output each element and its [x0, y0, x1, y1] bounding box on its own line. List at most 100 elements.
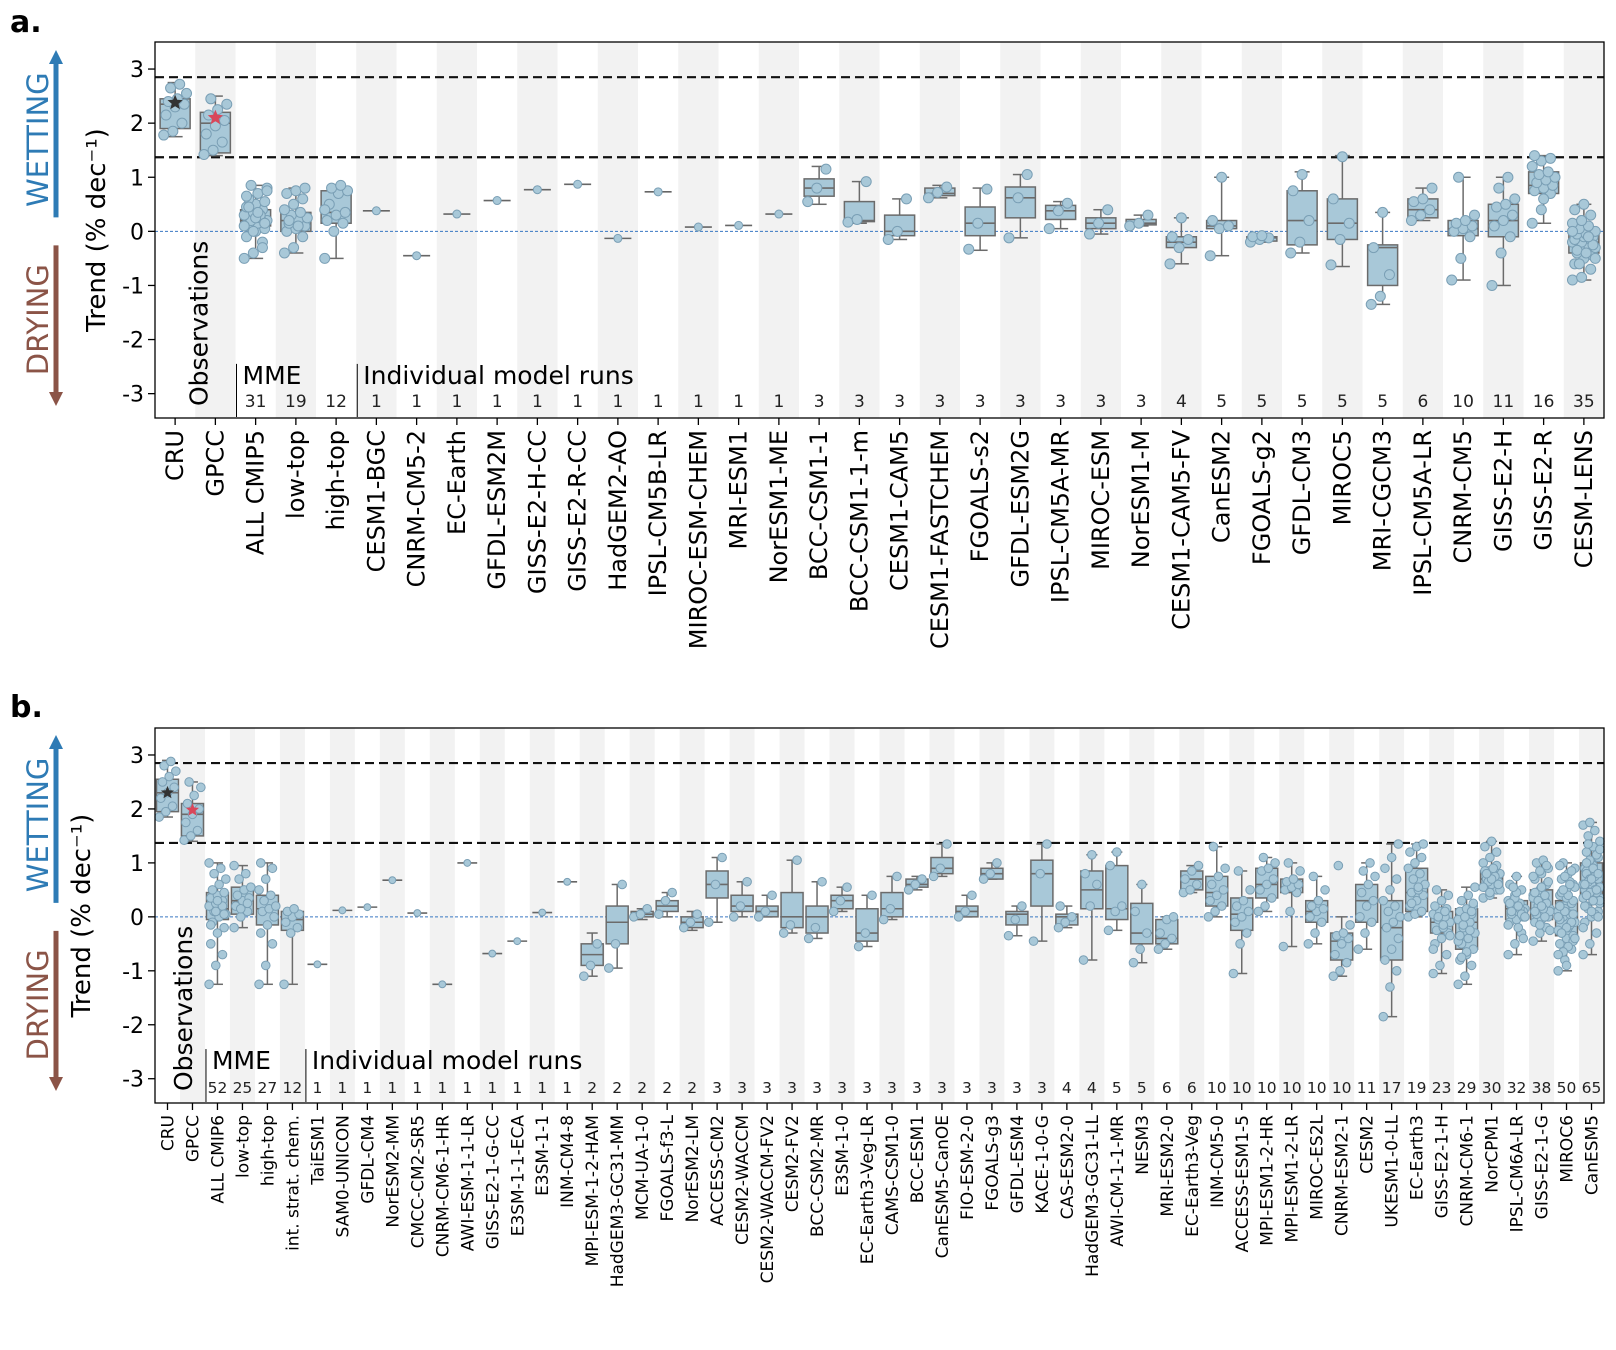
- run-count: 25: [233, 1079, 253, 1097]
- run-count: 1: [532, 392, 543, 412]
- data-point: [653, 187, 663, 197]
- y-tick-label: 1: [130, 166, 144, 191]
- run-count: 3: [894, 392, 905, 412]
- data-point: [1590, 825, 1600, 836]
- box-cnrm-cm5: [1446, 171, 1481, 286]
- individual-runs-label: Individual model runs: [363, 361, 633, 390]
- run-count: 3: [1012, 1079, 1022, 1097]
- data-point: [283, 215, 295, 227]
- data-point: [1203, 912, 1214, 922]
- data-point: [963, 243, 975, 255]
- x-tick-label: BCC-CSM2-MR: [808, 1115, 828, 1237]
- data-point: [1220, 863, 1230, 874]
- data-point: [1504, 231, 1516, 243]
- x-tick-label: IPSL-CM5A-MR: [1047, 430, 1075, 603]
- data-point: [753, 912, 764, 922]
- data-point: [1586, 874, 1597, 884]
- data-point: [1208, 841, 1219, 852]
- data-point: [278, 204, 290, 216]
- box-gfdl-esm2m: [483, 196, 511, 206]
- x-tick-label: MPI-ESM1-2-LR: [1283, 1115, 1303, 1243]
- x-tick-label: NorESM2-LM: [683, 1115, 703, 1222]
- run-count: 2: [612, 1079, 622, 1097]
- run-count: 5: [1216, 392, 1227, 412]
- data-point: [1388, 917, 1399, 928]
- data-point: [1386, 944, 1397, 955]
- data-point: [1495, 247, 1507, 259]
- data-point: [1133, 217, 1145, 229]
- data-point: [438, 980, 447, 989]
- x-tick-label: CNRM-CM5-2: [403, 430, 431, 587]
- x-tick-label: FGOALS-g3: [983, 1115, 1003, 1211]
- run-count: 3: [1095, 392, 1106, 412]
- data-point: [1338, 928, 1349, 938]
- data-point: [1243, 906, 1254, 917]
- panel-a-y-axis: -3 -2 -1 0 1 2 3: [122, 58, 155, 408]
- box-bcc-csm1-1-m: [842, 176, 876, 228]
- box-fgoals-g2: [1244, 230, 1278, 248]
- run-count: 11: [1357, 1079, 1377, 1097]
- data-point: [255, 858, 266, 868]
- data-point: [292, 220, 304, 232]
- run-count: 3: [912, 1079, 922, 1097]
- x-tick-label: AWI-CM-1-1-MR: [1108, 1115, 1128, 1247]
- box-bcc-csm2-mr: [803, 876, 829, 944]
- data-point: [216, 863, 226, 874]
- data-point: [1378, 1011, 1389, 1022]
- data-point: [860, 928, 871, 938]
- x-tick-label: MIROC-ESM: [1087, 430, 1115, 570]
- observed-star: [160, 785, 174, 799]
- data-point: [1540, 890, 1550, 901]
- x-tick-label: MIROC6: [1558, 1115, 1578, 1183]
- x-tick-label: ACCESS-ESM1-5: [1233, 1115, 1253, 1253]
- data-point: [1363, 879, 1374, 890]
- run-count: 52: [208, 1079, 228, 1097]
- data-point: [1486, 836, 1497, 847]
- run-count: 3: [737, 1079, 747, 1097]
- data-point: [1535, 920, 1545, 930]
- data-point: [1328, 971, 1339, 982]
- data-point: [1381, 922, 1392, 933]
- data-point: [1325, 259, 1337, 271]
- band-stripe: [597, 42, 638, 418]
- run-count: 6: [1162, 1079, 1172, 1097]
- data-point: [1576, 215, 1588, 227]
- data-point: [1408, 874, 1419, 884]
- panel-b-wet-dry-indicator: WETTING DRYING: [21, 735, 63, 1091]
- data-point: [1526, 217, 1538, 229]
- data-point: [292, 922, 303, 933]
- box-kace-1-0-g: [1028, 839, 1054, 946]
- x-tick-label: low-top: [233, 1115, 253, 1178]
- data-point: [1566, 274, 1578, 286]
- box-access-cm2: [703, 852, 729, 928]
- box-mri-esm2-0: [1153, 912, 1179, 955]
- band-stripe: [517, 42, 558, 418]
- data-point: [1383, 906, 1394, 917]
- data-point: [1042, 839, 1052, 849]
- panel-a-annotations: Observations MME Individual model runs: [184, 241, 634, 417]
- data-point: [297, 193, 309, 205]
- data-point: [171, 766, 181, 776]
- observed-star: [167, 94, 183, 110]
- run-count: 3: [712, 1079, 722, 1097]
- x-tick-label: GISS-E2-1-H: [1433, 1115, 1453, 1218]
- x-tick-label: CAMS-CSM1-0: [883, 1115, 903, 1235]
- data-point: [1320, 885, 1330, 895]
- x-tick-label: CanESM5-CanOE: [933, 1115, 953, 1258]
- data-point: [200, 128, 212, 140]
- data-point: [892, 871, 902, 882]
- x-tick-label: CNRM-CM5: [1449, 430, 1477, 564]
- data-point: [1102, 204, 1114, 216]
- box-fgoals-g3: [978, 858, 1004, 884]
- data-point: [254, 885, 264, 895]
- data-point: [1247, 231, 1259, 243]
- x-tick-label: MIROC5: [1328, 430, 1356, 525]
- data-point: [1545, 925, 1555, 936]
- run-count: 1: [487, 1079, 497, 1097]
- data-point: [1228, 968, 1239, 979]
- data-point: [247, 225, 259, 237]
- data-point: [260, 960, 271, 971]
- data-point: [158, 129, 170, 141]
- box-hadgem2-ao: [604, 233, 632, 243]
- x-tick-label: MIROC-ES2L: [1308, 1114, 1328, 1219]
